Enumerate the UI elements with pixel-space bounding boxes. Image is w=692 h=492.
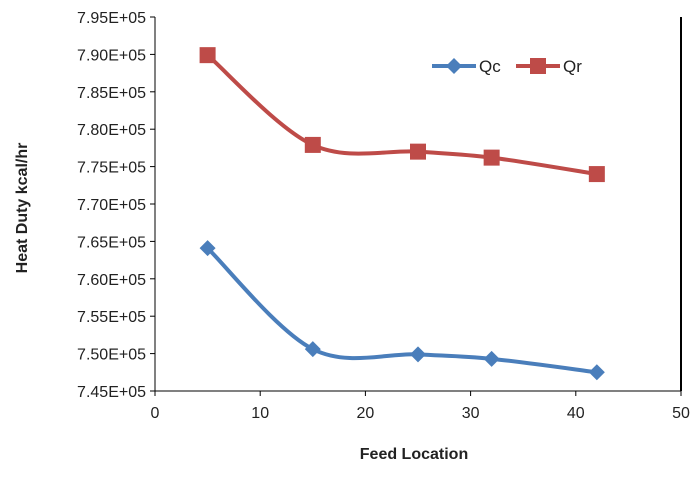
x-tick-label: 20 — [357, 405, 375, 422]
y-tick-label: 7.55E+05 — [77, 309, 146, 326]
data-point-qr — [410, 143, 426, 160]
y-tick-label: 7.60E+05 — [77, 272, 146, 289]
data-point-qc — [304, 341, 321, 358]
y-tick-label: 7.75E+05 — [77, 160, 146, 177]
legend-label: Qc — [479, 57, 501, 76]
y-tick-label: 7.70E+05 — [77, 197, 146, 214]
y-tick-label: 7.85E+05 — [77, 85, 146, 102]
series-group — [199, 47, 605, 381]
data-point-qr — [304, 136, 321, 153]
data-point-qr — [588, 166, 605, 183]
legend-item-qc: Qc — [432, 57, 501, 76]
data-point-qc — [410, 346, 426, 363]
series-qr — [199, 47, 605, 183]
x-tick-label: 30 — [462, 405, 480, 422]
y-axis-title: Heat Duty kcal/hr — [14, 143, 31, 274]
y-tick-label: 7.95E+05 — [77, 10, 146, 27]
legend-marker — [446, 58, 462, 74]
data-point-qc — [199, 240, 216, 257]
legend: Qc Qr — [432, 57, 582, 76]
data-point-qr — [199, 47, 216, 64]
y-tick-label: 7.50E+05 — [77, 347, 146, 364]
data-point-qc — [483, 350, 500, 367]
x-axis-title: Feed Location — [360, 446, 468, 463]
x-tick-label: 50 — [672, 405, 690, 422]
series-line-qc — [205, 246, 599, 375]
data-point-qr — [483, 149, 500, 166]
axes — [154, 17, 682, 392]
y-tick-label: 7.65E+05 — [77, 234, 146, 251]
tick-group: 7.45E+05 7.50E+05 7.55E+05 7.60E+05 7.65E+05… — [77, 10, 690, 422]
x-tick-label: 40 — [567, 405, 585, 422]
data-point-qc — [588, 364, 605, 381]
x-tick-label: 0 — [151, 405, 160, 422]
legend-marker — [530, 58, 546, 74]
y-tick-label: 7.80E+05 — [77, 122, 146, 139]
y-tick-label: 7.45E+05 — [77, 384, 146, 401]
y-tick-label: 7.90E+05 — [77, 47, 146, 64]
legend-item-qr: Qr — [516, 57, 582, 76]
series-qc — [199, 240, 605, 381]
legend-label: Qr — [563, 57, 582, 76]
x-tick-label: 10 — [251, 405, 269, 422]
